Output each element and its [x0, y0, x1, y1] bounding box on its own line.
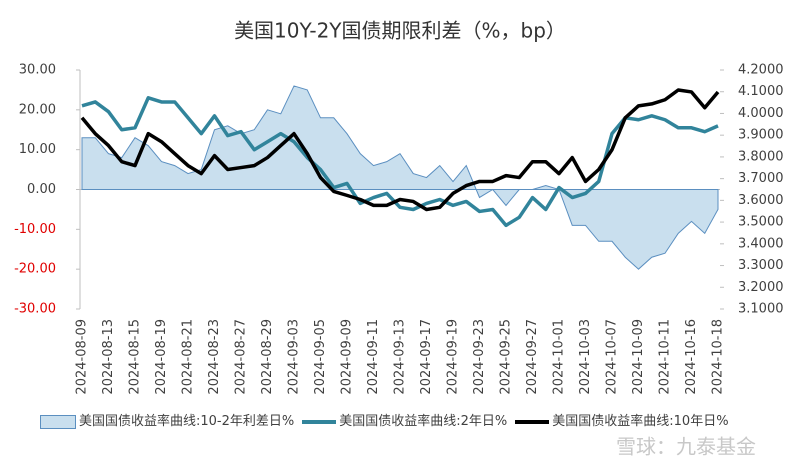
x-tick-label: 2024-08-13	[101, 319, 116, 395]
legend-label: 美国国债收益率曲线:2年日%	[339, 414, 508, 429]
series-line	[80, 88, 720, 212]
series-line	[81, 96, 719, 228]
y2-tick-label: 3.9000	[738, 128, 784, 143]
x-tick-label: 2024-09-13	[393, 319, 408, 395]
y2-tick-label: 4.2000	[738, 63, 784, 78]
legend-swatch	[302, 419, 337, 424]
x-tick-label: 2024-08-15	[128, 319, 143, 395]
x-tick-label: 2024-10-07	[605, 319, 620, 395]
x-tick-label: 2024-08-27	[234, 319, 249, 395]
x-tick-label: 2024-10-09	[631, 319, 646, 395]
x-tick-label: 2024-10-11	[658, 319, 673, 395]
x-tick-label: 2024-09-17	[419, 319, 434, 395]
x-tick-label: 2024-08-21	[181, 319, 196, 395]
y-tick-label: 10.00	[19, 142, 56, 157]
y-tick-label: -20.00	[14, 262, 56, 277]
x-tick-label: 2024-09-23	[472, 319, 487, 395]
watermark: 雪球：九泰基金	[616, 435, 756, 459]
y2-tick-label: 3.3000	[738, 258, 784, 273]
y2-tick-label: 3.6000	[738, 193, 784, 208]
x-tick-label: 2024-09-27	[525, 319, 540, 395]
x-tick-label: 2024-10-16	[684, 319, 699, 395]
y2-tick-label: 3.4000	[738, 236, 784, 251]
x-tick-label: 2024-09-25	[499, 319, 514, 395]
spread-area	[81, 85, 719, 270]
x-tick-label: 2024-09-11	[366, 319, 381, 395]
x-tick-label: 2024-08-23	[207, 319, 222, 395]
y2-tick-label: 3.7000	[738, 171, 784, 186]
x-tick-label: 2024-08-09	[75, 319, 90, 395]
y2-tick-label: 3.8000	[738, 149, 784, 164]
y-tick-label: 20.00	[19, 102, 56, 117]
x-tick-label: 2024-08-29	[260, 319, 275, 395]
x-tick-label: 2024-09-09	[340, 319, 355, 395]
legend-item: 美国国债收益率曲线:10-2年利差日%	[40, 414, 294, 429]
chart-title: 美国10Y-2Y国债期限利差（%，bp）	[234, 19, 566, 43]
x-tick-label: 2024-08-19	[154, 319, 169, 395]
y-tick-label: -30.00	[14, 302, 56, 317]
legend-label: 美国国债收益率曲线:10-2年利差日%	[79, 414, 295, 429]
x-tick-label: 2024-10-03	[578, 319, 593, 395]
y2-tick-label: 3.5000	[738, 215, 784, 230]
x-tick-label: 2024-09-19	[446, 319, 461, 395]
legend-swatch	[40, 414, 76, 429]
legend-item: 美国国债收益率曲线:10年日%	[515, 414, 729, 429]
legend-swatch	[515, 419, 550, 424]
y-tick-label: 30.00	[19, 63, 56, 78]
y2-tick-label: 4.1000	[738, 84, 784, 99]
legend-item: 美国国债收益率曲线:2年日%	[302, 414, 507, 429]
x-tick-label: 2024-09-03	[287, 319, 302, 395]
y-tick-label: 0.00	[27, 182, 56, 197]
x-tick-label: 2024-10-18	[711, 319, 726, 395]
x-tick-label: 2024-10-01	[552, 319, 567, 395]
y-tick-label: -10.00	[14, 222, 56, 237]
y2-tick-label: 3.1000	[738, 302, 784, 317]
legend-label: 美国国债收益率曲线:10年日%	[552, 414, 729, 429]
y2-tick-label: 3.2000	[738, 280, 784, 295]
x-tick-label: 2024-09-05	[313, 319, 328, 395]
y2-tick-label: 4.0000	[738, 106, 784, 121]
legend: 美国国债收益率曲线:10-2年利差日% 美国国债收益率曲线:2年日% 美国国债收益率…	[40, 412, 780, 432]
